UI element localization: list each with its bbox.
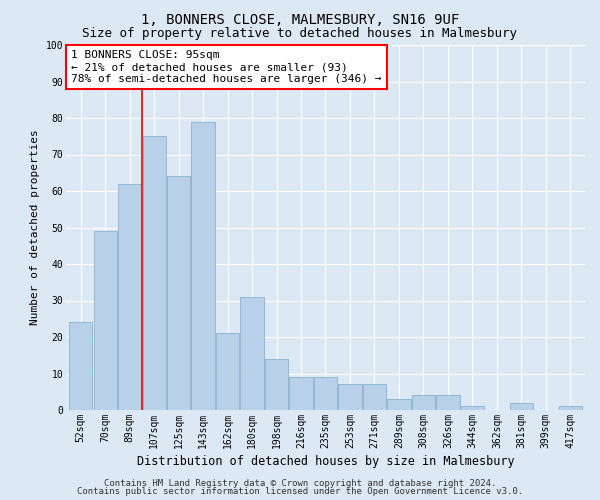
Text: 1, BONNERS CLOSE, MALMESBURY, SN16 9UF: 1, BONNERS CLOSE, MALMESBURY, SN16 9UF — [141, 12, 459, 26]
X-axis label: Distribution of detached houses by size in Malmesbury: Distribution of detached houses by size … — [137, 455, 514, 468]
Bar — [94, 231, 117, 410]
Bar — [436, 396, 460, 410]
Bar — [314, 377, 337, 410]
Text: Contains public sector information licensed under the Open Government Licence v3: Contains public sector information licen… — [77, 487, 523, 496]
Y-axis label: Number of detached properties: Number of detached properties — [30, 130, 40, 326]
Bar — [388, 399, 410, 410]
Bar — [241, 297, 263, 410]
Bar — [69, 322, 92, 410]
Bar — [412, 396, 435, 410]
Bar — [363, 384, 386, 410]
Bar — [118, 184, 141, 410]
Bar — [167, 176, 190, 410]
Bar — [510, 402, 533, 410]
Bar — [191, 122, 215, 410]
Bar — [289, 377, 313, 410]
Text: 1 BONNERS CLOSE: 95sqm
← 21% of detached houses are smaller (93)
78% of semi-det: 1 BONNERS CLOSE: 95sqm ← 21% of detached… — [71, 50, 382, 84]
Bar — [143, 136, 166, 410]
Bar — [559, 406, 582, 410]
Bar — [338, 384, 362, 410]
Text: Contains HM Land Registry data © Crown copyright and database right 2024.: Contains HM Land Registry data © Crown c… — [104, 478, 496, 488]
Bar — [461, 406, 484, 410]
Bar — [265, 359, 288, 410]
Bar — [216, 334, 239, 410]
Text: Size of property relative to detached houses in Malmesbury: Size of property relative to detached ho… — [83, 28, 517, 40]
